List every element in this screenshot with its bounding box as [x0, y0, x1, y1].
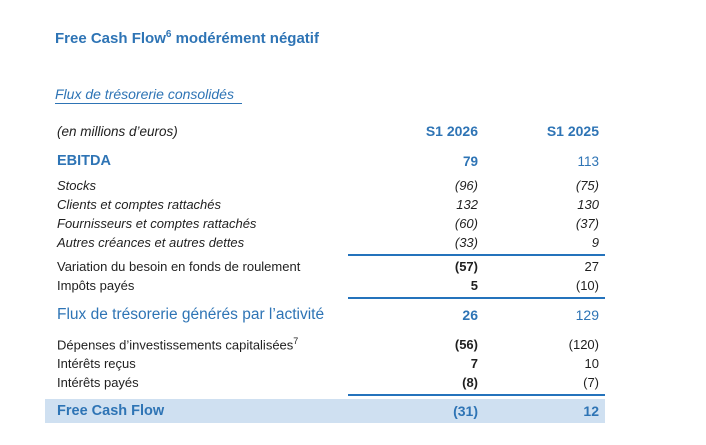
row-label: Intérêts reçus — [45, 356, 366, 371]
table-row: Dépenses d’investissements capitalisées7… — [45, 335, 605, 354]
table-row: Stocks (96) (75) — [45, 176, 605, 195]
row-label-text: Autres créances et autres dettes — [57, 235, 245, 250]
row-value-s1-2025: 113 — [577, 153, 599, 169]
row-label-text: Intérêts reçus — [57, 356, 136, 371]
row-value-s1-2025: (7) — [583, 375, 599, 390]
title-footnote-ref: 6 — [165, 29, 172, 40]
row-value-s1-2025: 12 — [583, 403, 599, 419]
table-row: Fournisseurs et comptes rattachés (60) (37… — [45, 214, 605, 233]
row-label-text: Clients et comptes rattachés — [57, 197, 222, 212]
table-row: Intérêts reçus 7 10 — [45, 354, 605, 373]
table-row: EBITDA 79 113 — [45, 146, 605, 176]
row-label-text: Dépenses d’investissements capitalisées — [57, 337, 294, 353]
row-label: Intérêts payés — [45, 375, 366, 390]
section-subtitle: Flux de trésorerie consolidés — [55, 86, 242, 104]
row-value-s1-2026: (57) — [454, 259, 478, 274]
table-rule — [348, 394, 605, 396]
table-row: Intérêts payés (8) (7) — [45, 373, 605, 392]
cashflow-table: (en millions d’euros) S1 2026 S1 2025 EBITD… — [45, 118, 605, 423]
row-value-s1-2026: (31) — [453, 403, 478, 419]
row-value-s1-2025: (10) — [575, 278, 599, 293]
row-value-s1-2026: 132 — [456, 197, 478, 212]
title-suffix: modérément négatif — [171, 30, 319, 47]
row-value-s1-2025: 129 — [575, 307, 599, 323]
row-label: Fournisseurs et comptes rattachés — [45, 216, 366, 231]
row-label: Clients et comptes rattachés — [45, 197, 366, 212]
page-title: Free Cash Flow6 modérément négatif — [55, 26, 706, 48]
title-text: Free Cash Flow — [55, 30, 166, 47]
row-value-s1-2026: (8) — [462, 375, 478, 390]
table-row: Autres créances et autres dettes (33) 9 — [45, 233, 605, 252]
row-value-s1-2025: 9 — [591, 235, 599, 250]
row-label-text: (en millions d’euros) — [57, 123, 178, 139]
row-label: Flux de trésorerie générés par l’activit… — [45, 306, 366, 324]
table-row: Impôts payés 5 (10) — [45, 276, 605, 295]
row-value-s1-2026: (96) — [454, 178, 478, 193]
table-row-total: Free Cash Flow (31) 12 — [45, 399, 605, 423]
row-value-s1-2026: (56) — [454, 337, 478, 352]
row-label-text: Impôts payés — [57, 278, 135, 293]
row-label: EBITDA — [45, 153, 366, 169]
table-rule — [348, 254, 605, 256]
row-label-text: Variation du besoin en fonds de roulemen… — [57, 259, 301, 274]
row-label-text: Stocks — [57, 178, 97, 193]
footnote-ref: 7 — [293, 336, 299, 347]
row-value-s1-2025: S1 2025 — [546, 123, 599, 139]
row-value-s1-2025: (37) — [575, 216, 599, 231]
row-value-s1-2026: 7 — [470, 356, 478, 371]
row-label-text: Free Cash Flow — [57, 403, 165, 419]
row-label: Stocks — [45, 178, 366, 193]
row-value-s1-2026: S1 2026 — [425, 123, 478, 139]
row-value-s1-2025: 130 — [577, 197, 599, 212]
row-label-text: EBITDA — [57, 153, 111, 169]
row-label: Impôts payés — [45, 278, 366, 293]
row-label-text: Fournisseurs et comptes rattachés — [57, 216, 257, 231]
table-rule — [348, 297, 605, 299]
row-value-s1-2026: 5 — [470, 278, 478, 293]
row-value-s1-2025: (120) — [568, 337, 599, 352]
row-value-s1-2026: 79 — [462, 153, 478, 169]
row-label: Free Cash Flow — [45, 403, 366, 419]
row-label: Variation du besoin en fonds de roulemen… — [45, 259, 366, 274]
row-label: Dépenses d’investissements capitalisées7 — [45, 336, 366, 352]
row-label: Autres créances et autres dettes — [45, 235, 366, 250]
row-value-s1-2026: (60) — [454, 216, 478, 231]
table-row: Variation du besoin en fonds de roulemen… — [45, 257, 605, 276]
row-value-s1-2026: (33) — [454, 235, 478, 250]
row-label-text: Intérêts payés — [57, 375, 139, 390]
subtitle-row: Flux de trésorerie consolidés — [55, 86, 706, 104]
table-header-row: (en millions d’euros) S1 2026 S1 2025 — [45, 118, 605, 144]
row-label: (en millions d’euros) — [45, 124, 366, 139]
table-row: Flux de trésorerie générés par l’activit… — [45, 300, 605, 330]
table-row: Clients et comptes rattachés 132 130 — [45, 195, 605, 214]
row-value-s1-2026: 26 — [462, 307, 478, 323]
row-value-s1-2025: 27 — [584, 259, 599, 274]
row-label-text: Flux de trésorerie générés par l’activit… — [57, 306, 325, 323]
row-value-s1-2025: 10 — [584, 356, 599, 371]
row-value-s1-2025: (75) — [575, 178, 599, 193]
